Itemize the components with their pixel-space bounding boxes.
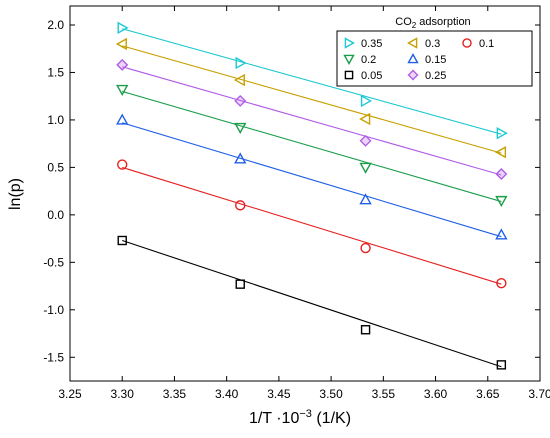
legend-label: 0.2 <box>361 54 376 66</box>
data-point-0.2 <box>495 195 508 208</box>
y-tick-label: -1.0 <box>43 303 64 317</box>
legend-label: 0.35 <box>361 38 382 50</box>
data-point-0.3 <box>233 73 245 87</box>
fit-line-0.05 <box>122 239 502 368</box>
x-tick-label: 3.45 <box>267 387 291 401</box>
data-point-0.25 <box>234 94 247 107</box>
data-point-0.1 <box>496 278 507 289</box>
x-tick-label: 3.35 <box>163 387 187 401</box>
x-tick-label: 3.70 <box>528 387 550 401</box>
fit-lines <box>122 28 502 368</box>
data-point-0.15 <box>116 113 129 125</box>
fit-line-0.25 <box>122 66 502 176</box>
y-tick-label: 0.5 <box>47 160 64 174</box>
fit-line-0.2 <box>122 90 502 203</box>
y-tick-label: 0.0 <box>47 208 64 222</box>
legend-marker-0.05 <box>344 70 354 80</box>
data-point-0.35 <box>117 21 129 35</box>
legend-label: 0.15 <box>425 54 446 66</box>
data-point-0.05 <box>235 279 245 289</box>
data-point-0.25 <box>495 168 508 181</box>
legend: CO2 adsorption 0.35 0.2 0.05 0.3 0.15 0.25 0.1 <box>336 16 533 87</box>
data-point-0.35 <box>496 127 508 140</box>
legend-label: 0.25 <box>425 70 446 82</box>
fit-line-0.35 <box>122 28 502 135</box>
data-point-0.25 <box>116 58 129 71</box>
data-point-0.25 <box>359 134 372 147</box>
fit-line-0.3 <box>122 45 502 154</box>
data-point-0.15 <box>234 152 247 164</box>
axis-ticks <box>69 6 541 381</box>
x-tick-label: 3.55 <box>372 387 396 401</box>
x-tick-label: 3.65 <box>476 387 500 401</box>
y-axis-label: ln(p) <box>7 178 24 210</box>
plot-frame <box>69 5 541 382</box>
legend-marker-0.1 <box>462 38 472 48</box>
legend-label: 0.3 <box>425 38 440 50</box>
fit-line-0.15 <box>122 122 502 238</box>
y-tick-label: 1.5 <box>47 65 64 79</box>
legend-title: CO2 adsorption <box>395 16 470 30</box>
data-point-0.3 <box>115 37 127 51</box>
legend-items: 0.35 0.2 0.05 0.3 0.15 0.25 0.1 <box>343 37 494 82</box>
data-point-0.3 <box>359 112 371 126</box>
fit-line-0.1 <box>122 166 502 285</box>
data-point-0.05 <box>496 360 507 370</box>
legend-marker-0.2 <box>343 54 355 65</box>
data-markers <box>115 21 508 370</box>
data-point-0.2 <box>116 84 129 96</box>
data-point-0.35 <box>235 56 247 70</box>
y-tick-label: -1.5 <box>43 350 64 364</box>
legend-marker-0.35 <box>344 37 355 49</box>
y-tick-label: 1.0 <box>47 113 64 127</box>
x-tick-label: 3.50 <box>319 387 343 401</box>
data-point-0.1 <box>235 200 246 211</box>
data-point-0.15 <box>495 228 508 240</box>
x-axis-label: 1/T ·10−3 (1/K) <box>249 408 351 427</box>
x-tick-label: 3.25 <box>58 387 82 401</box>
x-tick-label: 3.30 <box>111 387 135 401</box>
x-tick-label: 3.60 <box>424 387 448 401</box>
legend-marker-0.25 <box>407 69 419 81</box>
data-point-0.2 <box>234 122 247 134</box>
x-tick-label: 3.40 <box>215 387 239 401</box>
data-point-0.35 <box>360 94 373 108</box>
y-tick-label: 2.0 <box>47 18 64 32</box>
data-point-0.15 <box>359 193 372 205</box>
legend-label: 0.05 <box>361 70 382 82</box>
y-tick-labels: -1.5 -1.0 -0.5 0.0 0.5 1.0 1.5 2.0 <box>43 18 64 364</box>
x-tick-labels: 3.25 3.30 3.35 3.40 3.45 3.50 3.55 3.60 3.65 3.70 <box>58 387 550 401</box>
legend-marker-0.15 <box>407 53 419 64</box>
data-point-0.3 <box>494 146 507 159</box>
data-point-0.05 <box>117 235 127 246</box>
data-point-0.1 <box>117 159 128 170</box>
legend-marker-0.3 <box>407 37 418 49</box>
legend-label: 0.1 <box>479 38 494 50</box>
data-point-0.2 <box>359 162 372 174</box>
legend-box <box>336 30 533 87</box>
data-point-0.1 <box>360 242 371 254</box>
y-tick-label: -0.5 <box>43 255 64 269</box>
data-point-0.05 <box>360 325 371 335</box>
